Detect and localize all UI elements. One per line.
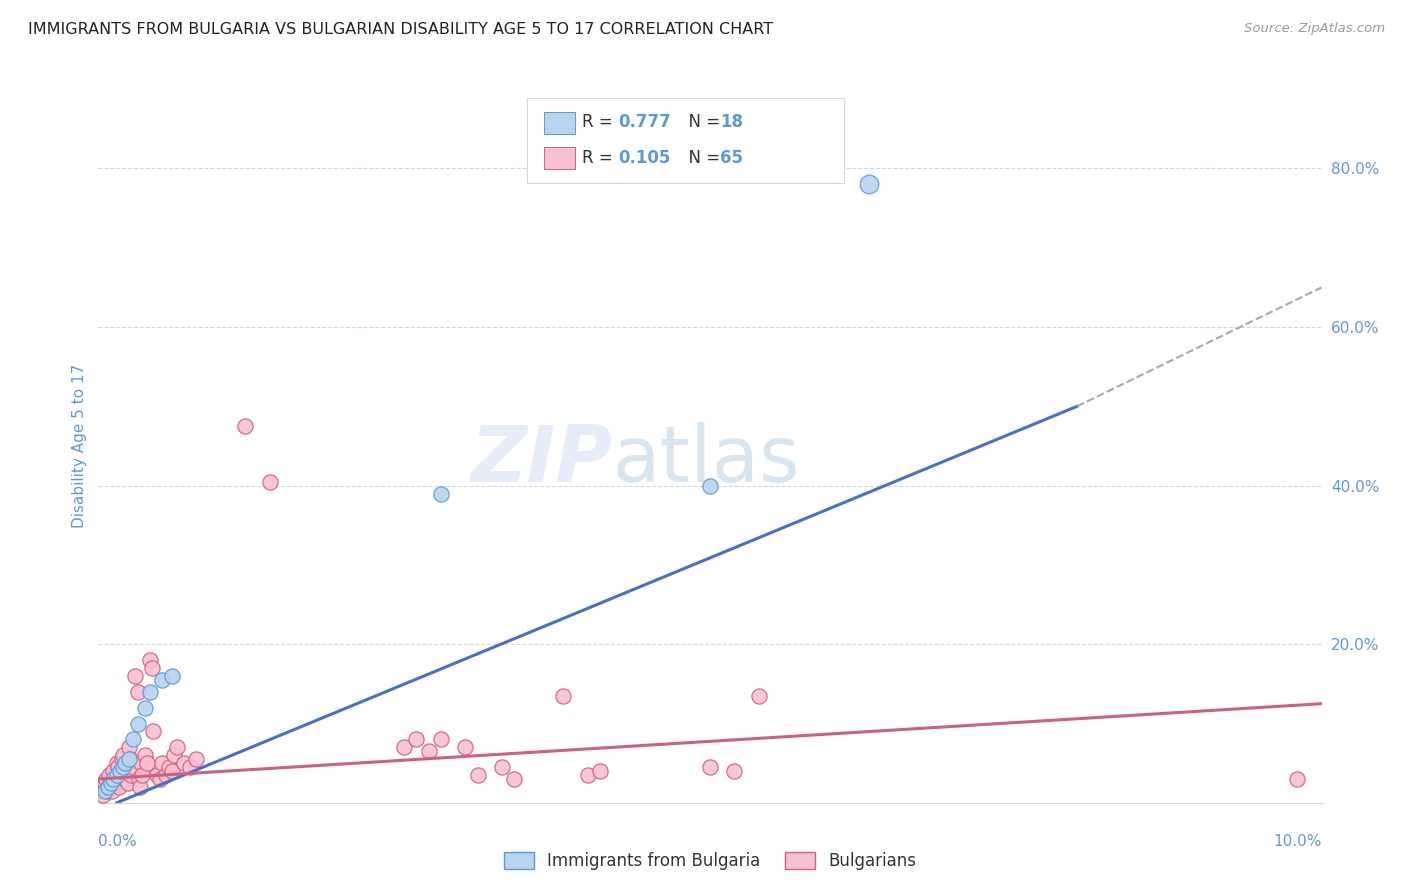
Point — [553, 689, 575, 703]
Point — [430, 486, 453, 500]
Point — [259, 475, 281, 489]
Point — [118, 752, 141, 766]
Point — [467, 768, 489, 782]
Point — [146, 768, 169, 782]
Point — [699, 478, 721, 492]
Legend: Immigrants from Bulgaria, Bulgarians: Immigrants from Bulgaria, Bulgarians — [496, 845, 924, 877]
Text: IMMIGRANTS FROM BULGARIA VS BULGARIAN DISABILITY AGE 5 TO 17 CORRELATION CHART: IMMIGRANTS FROM BULGARIA VS BULGARIAN DI… — [28, 22, 773, 37]
Point — [128, 772, 150, 786]
Point — [748, 689, 770, 703]
Point — [166, 740, 188, 755]
Point — [111, 748, 134, 763]
Text: 18: 18 — [720, 113, 742, 131]
Point — [160, 764, 183, 778]
Point — [157, 760, 180, 774]
Text: Source: ZipAtlas.com: Source: ZipAtlas.com — [1244, 22, 1385, 36]
Text: R =: R = — [582, 113, 619, 131]
Point — [129, 780, 152, 794]
Point — [120, 752, 142, 766]
Point — [94, 772, 117, 786]
Text: N =: N = — [678, 113, 725, 131]
Point — [101, 764, 124, 778]
Point — [134, 748, 156, 763]
Point — [127, 685, 149, 699]
Point — [454, 740, 477, 755]
Point — [160, 669, 183, 683]
Text: 0.105: 0.105 — [619, 149, 671, 167]
Point — [129, 756, 152, 771]
Point — [186, 752, 208, 766]
Text: N =: N = — [678, 149, 725, 167]
Point — [699, 760, 721, 774]
Point — [100, 780, 122, 794]
Point — [120, 768, 142, 782]
Point — [392, 740, 416, 755]
Point — [114, 772, 136, 786]
Point — [117, 776, 139, 790]
Point — [405, 732, 427, 747]
Point — [139, 653, 162, 667]
Point — [589, 764, 612, 778]
Point — [430, 732, 453, 747]
Point — [100, 776, 122, 790]
Text: 0.777: 0.777 — [619, 113, 672, 131]
Text: 0.0%: 0.0% — [98, 834, 138, 849]
Point — [105, 756, 128, 771]
Point — [97, 780, 120, 794]
Point — [155, 768, 177, 782]
Point — [179, 760, 201, 774]
Point — [576, 768, 599, 782]
Point — [111, 752, 134, 766]
Point — [114, 756, 136, 771]
Point — [418, 744, 440, 758]
Point — [107, 760, 129, 774]
Point — [149, 772, 172, 786]
Point — [121, 732, 143, 747]
Point — [134, 700, 156, 714]
Point — [142, 724, 165, 739]
Text: ZIP: ZIP — [470, 422, 612, 499]
Point — [101, 772, 124, 786]
Point — [723, 764, 745, 778]
Point — [101, 784, 124, 798]
Text: R =: R = — [582, 149, 619, 167]
Point — [93, 784, 115, 798]
Point — [105, 768, 128, 782]
Point — [121, 760, 143, 774]
Point — [858, 178, 880, 192]
Point — [111, 760, 134, 774]
Point — [1286, 772, 1309, 786]
Point — [491, 760, 513, 774]
Y-axis label: Disability Age 5 to 17: Disability Age 5 to 17 — [72, 364, 87, 528]
Point — [150, 673, 173, 687]
Text: atlas: atlas — [612, 422, 800, 499]
Point — [115, 764, 138, 778]
Point — [118, 740, 141, 755]
Point — [108, 780, 131, 794]
Point — [98, 768, 121, 782]
Text: 65: 65 — [720, 149, 742, 167]
Point — [503, 772, 526, 786]
Point — [131, 768, 153, 782]
Text: 10.0%: 10.0% — [1274, 834, 1322, 849]
Point — [97, 780, 120, 794]
Point — [96, 784, 118, 798]
Point — [139, 685, 162, 699]
Point — [141, 661, 163, 675]
Point — [91, 788, 114, 802]
Point — [104, 772, 127, 786]
Point — [124, 669, 146, 683]
Point — [91, 780, 114, 794]
Point — [136, 756, 159, 771]
Point — [110, 768, 132, 782]
Point — [150, 756, 173, 771]
Point — [127, 716, 149, 731]
Point — [103, 776, 125, 790]
Point — [163, 748, 186, 763]
Point — [93, 776, 115, 790]
Point — [90, 784, 112, 798]
Point — [233, 419, 256, 434]
Point — [110, 764, 132, 778]
Point — [173, 756, 195, 771]
